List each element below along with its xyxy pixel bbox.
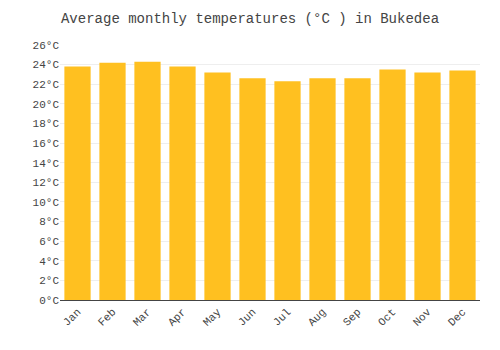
svg-text:Apr: Apr [166,306,188,328]
svg-text:18°C: 18°C [33,118,60,130]
svg-text:10°C: 10°C [33,197,60,209]
svg-text:Feb: Feb [96,306,118,328]
svg-text:2°C: 2°C [39,275,59,287]
svg-text:22°C: 22°C [33,79,60,91]
svg-text:Jun: Jun [236,306,258,328]
svg-text:6°C: 6°C [39,236,59,248]
svg-text:8°C: 8°C [39,216,59,228]
svg-text:Aug: Aug [306,306,328,328]
svg-text:16°C: 16°C [33,138,60,150]
svg-text:24°C: 24°C [33,59,60,71]
svg-text:Nov: Nov [411,306,434,329]
svg-text:Oct: Oct [376,306,398,328]
svg-text:Average monthly temperatures (: Average monthly temperatures (°C ) in Bu… [61,11,439,27]
svg-text:14°C: 14°C [33,158,60,170]
svg-text:Jan: Jan [61,306,83,328]
svg-text:26°C: 26°C [33,40,60,52]
svg-text:May: May [201,306,224,329]
svg-text:4°C: 4°C [39,256,59,268]
svg-text:0°C: 0°C [39,295,59,307]
svg-text:20°C: 20°C [33,99,60,111]
svg-text:Mar: Mar [131,306,153,328]
svg-text:Sep: Sep [341,306,363,328]
svg-text:Dec: Dec [446,306,468,328]
svg-text:12°C: 12°C [33,177,60,189]
svg-text:Jul: Jul [271,306,293,328]
